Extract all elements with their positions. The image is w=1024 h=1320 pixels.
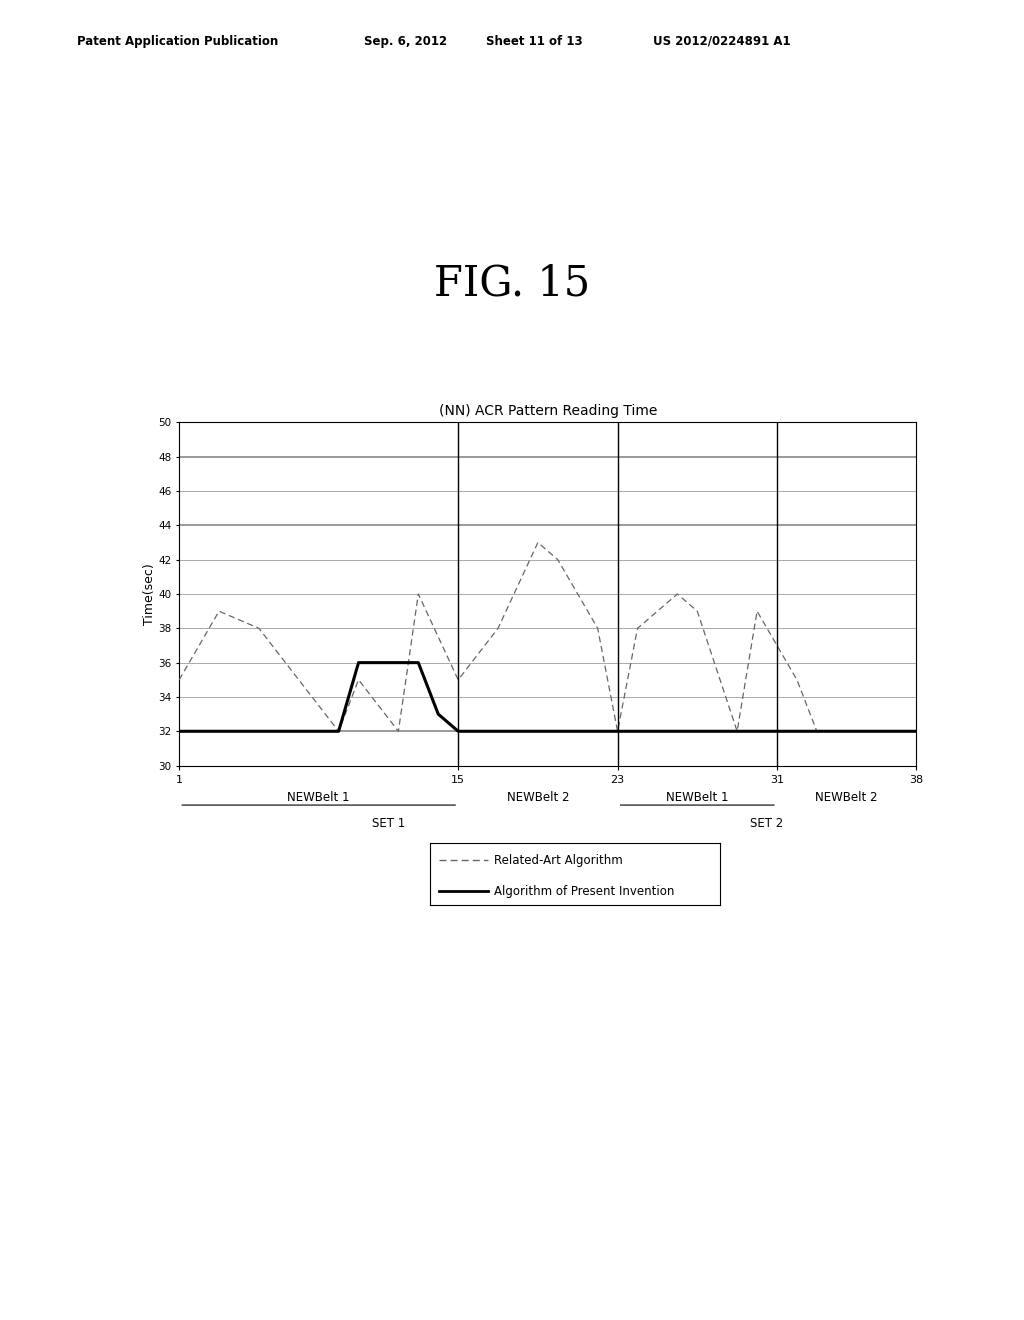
Y-axis label: Time(sec): Time(sec)	[142, 564, 156, 624]
Text: Algorithm of Present Invention: Algorithm of Present Invention	[494, 884, 674, 898]
Text: NEWBelt 2: NEWBelt 2	[507, 792, 569, 804]
Text: SET 2: SET 2	[751, 817, 783, 830]
Text: NEWBelt 2: NEWBelt 2	[815, 792, 878, 804]
Text: Patent Application Publication: Patent Application Publication	[77, 34, 279, 48]
Text: NEWBelt 1: NEWBelt 1	[288, 792, 350, 804]
Text: SET 1: SET 1	[372, 817, 406, 830]
Text: Sheet 11 of 13: Sheet 11 of 13	[486, 34, 583, 48]
Title: (NN) ACR Pattern Reading Time: (NN) ACR Pattern Reading Time	[438, 404, 657, 418]
Text: US 2012/0224891 A1: US 2012/0224891 A1	[653, 34, 791, 48]
Text: FIG. 15: FIG. 15	[434, 263, 590, 305]
Text: Sep. 6, 2012: Sep. 6, 2012	[364, 34, 446, 48]
Text: NEWBelt 1: NEWBelt 1	[666, 792, 728, 804]
Text: Related-Art Algorithm: Related-Art Algorithm	[494, 854, 623, 867]
